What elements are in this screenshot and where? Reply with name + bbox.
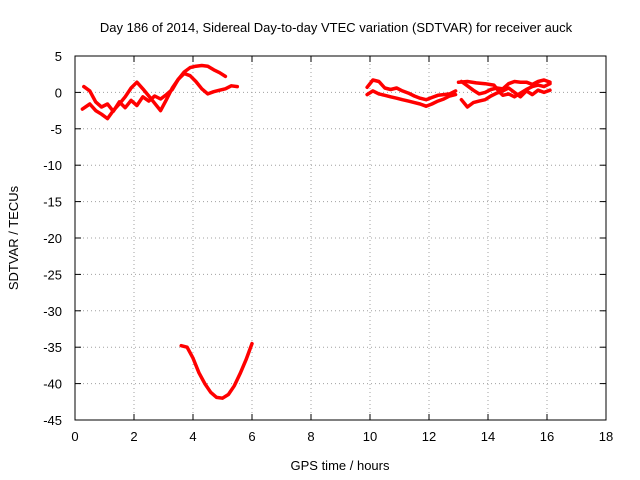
y-tick-label-10: -45	[43, 413, 62, 428]
y-tick-label-2: -5	[50, 122, 62, 137]
x-tick-label-6: 12	[422, 429, 436, 444]
y-tick-label-7: -30	[43, 304, 62, 319]
x-tick-label-2: 4	[189, 429, 196, 444]
x-tick-label-7: 14	[481, 429, 495, 444]
y-tick-label-6: -25	[43, 267, 62, 282]
chart-title: Day 186 of 2014, Sidereal Day-to-day VTE…	[100, 20, 573, 35]
series-line-5	[365, 89, 458, 108]
axis-ticks: 0 2 4 6 8 10 12 14 16 18 5 0 -5 -10 -15 -20 -25 -30 -35 -40…	[43, 49, 613, 444]
x-tick-label-9: 18	[599, 429, 613, 444]
x-tick-label-0: 0	[71, 429, 78, 444]
plot-frame	[74, 55, 607, 421]
y-tick-label-1: 0	[55, 85, 62, 100]
y-tick-label-8: -35	[43, 340, 62, 355]
x-tick-label-5: 10	[363, 429, 377, 444]
x-tick-label-3: 6	[248, 429, 255, 444]
series-line-4	[365, 78, 458, 102]
series-line-7	[459, 86, 552, 109]
series-group	[80, 63, 552, 400]
grid	[75, 56, 606, 420]
y-axis-label: SDTVAR / TECUs	[6, 185, 21, 290]
series-line-1	[82, 63, 228, 114]
y-tick-label-0: 5	[55, 49, 62, 64]
series-line-2	[80, 71, 240, 121]
y-tick-label-4: -15	[43, 195, 62, 210]
y-tick-label-9: -40	[43, 377, 62, 392]
series-line-3	[179, 341, 254, 400]
x-axis-label: GPS time / hours	[291, 458, 390, 473]
y-tick-label-5: -20	[43, 231, 62, 246]
series-line-8	[456, 79, 552, 99]
x-tick-label-1: 2	[130, 429, 137, 444]
y-tick-label-3: -10	[43, 158, 62, 173]
x-tick-label-4: 8	[307, 429, 314, 444]
series-line-6	[459, 78, 552, 96]
x-tick-label-8: 16	[540, 429, 554, 444]
